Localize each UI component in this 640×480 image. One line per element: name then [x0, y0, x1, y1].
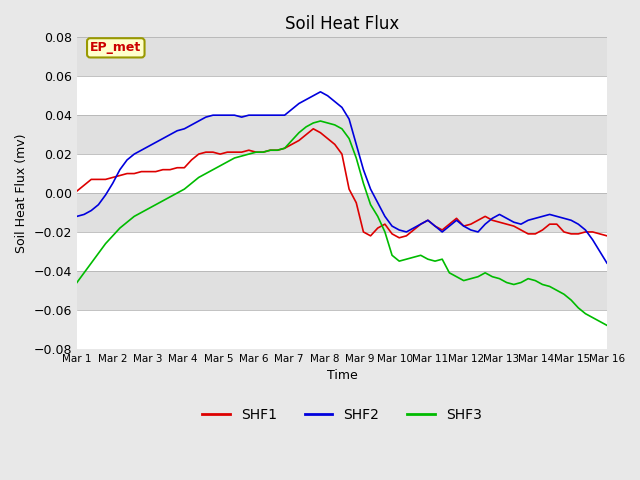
- Legend: SHF1, SHF2, SHF3: SHF1, SHF2, SHF3: [196, 402, 488, 428]
- Bar: [77, 154, 607, 193]
- Bar: [77, 76, 607, 115]
- Title: Soil Heat Flux: Soil Heat Flux: [285, 15, 399, 33]
- Bar: [77, 232, 607, 271]
- Bar: [77, 37, 607, 76]
- Bar: [77, 310, 607, 348]
- Bar: [77, 115, 607, 154]
- Bar: [77, 271, 607, 310]
- Bar: [77, 193, 607, 232]
- Text: EP_met: EP_met: [90, 41, 141, 54]
- X-axis label: Time: Time: [326, 369, 357, 382]
- Y-axis label: Soil Heat Flux (mv): Soil Heat Flux (mv): [15, 133, 28, 253]
